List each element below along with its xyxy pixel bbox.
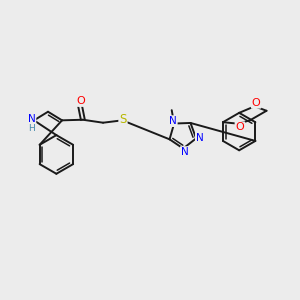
- Text: O: O: [252, 98, 260, 108]
- Text: N: N: [169, 116, 177, 126]
- Text: S: S: [119, 113, 127, 126]
- Text: O: O: [76, 96, 85, 106]
- Text: N: N: [196, 133, 204, 142]
- Text: H: H: [28, 124, 35, 133]
- Text: N: N: [181, 147, 188, 157]
- Text: N: N: [28, 114, 35, 124]
- Text: O: O: [236, 122, 244, 132]
